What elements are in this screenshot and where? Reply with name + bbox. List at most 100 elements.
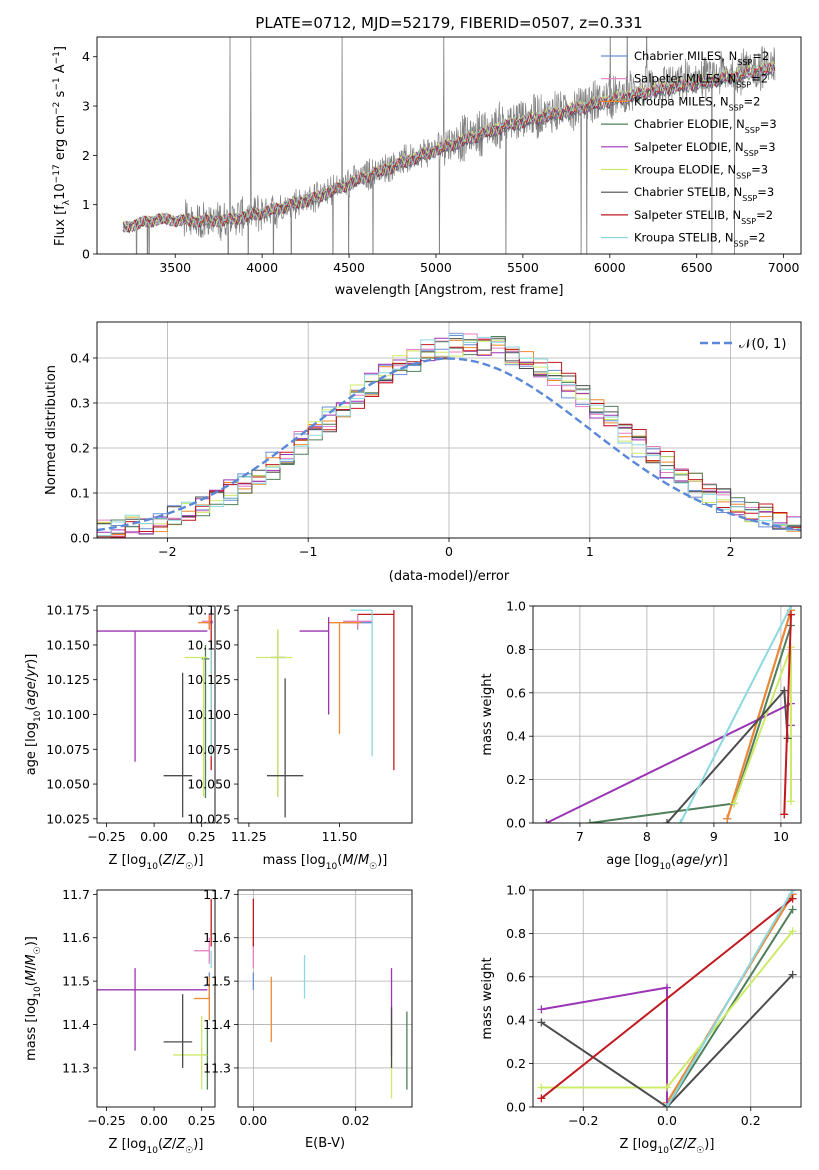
y-tick-label: 1.0 <box>506 599 526 614</box>
x-tick-label: 0.0 <box>657 1113 677 1128</box>
series-marker <box>537 1005 546 1014</box>
x-tick-label: 11.25 <box>231 829 267 844</box>
y-tick-label: 0 <box>82 247 90 262</box>
y-tick-label: 10.100 <box>187 707 231 722</box>
y-tick-label: 0.0 <box>506 1100 526 1115</box>
x-tick-label: 8 <box>643 829 651 844</box>
y-tick-label: 0.6 <box>506 685 526 700</box>
errorbar-point-4 <box>97 968 208 1051</box>
series-marker <box>663 983 671 992</box>
observed-spectrum <box>123 37 776 254</box>
y-tick-label: 10.125 <box>187 672 231 687</box>
legend-label-5: Kroupa ELODIE, NSSP=3 <box>634 163 768 181</box>
errorbar-point-8 <box>350 609 373 757</box>
y-tick-label: 11.5 <box>203 974 231 989</box>
plot-area <box>256 609 395 818</box>
y-tick-label: 10.125 <box>46 672 90 687</box>
x-tick-label: −1 <box>299 544 317 559</box>
errorbar-point-2 <box>328 622 362 734</box>
axes-frame <box>96 889 216 1108</box>
y-axis-label: Normed distribution <box>44 365 59 495</box>
y-tick-label: 11.7 <box>62 887 90 902</box>
series-marker <box>786 797 795 806</box>
x-tick-label: 11.50 <box>322 829 358 844</box>
series-line <box>540 897 794 1100</box>
x-tick-label: 0.00 <box>239 1113 267 1128</box>
plot-area <box>537 890 797 1107</box>
y-tick-label: 10.075 <box>46 742 90 757</box>
x-axis-label: Z [log10(Z/Z☉)] <box>109 853 204 872</box>
x-tick-label: −0.25 <box>87 829 125 844</box>
panel-spectrum: 3500 4000 4500 5000 5500 6000 6500 7000 0 1 2 3 4 Cha… <box>52 36 802 298</box>
x-axis-label: (data-model)/error <box>389 569 510 584</box>
y-tick-label: 11.3 <box>62 1060 90 1075</box>
x-tick-label: −0.2 <box>568 1113 598 1128</box>
legend-label-7: Salpeter STELIB, NSSP=2 <box>634 208 773 226</box>
errorbar-point-2 <box>197 615 210 630</box>
mass-weight-series-7 <box>537 894 797 1103</box>
x-tick-label: 0.25 <box>188 829 216 844</box>
axes-frame <box>237 889 413 1108</box>
x-axis-label: Z [log10(Z/Z☉)] <box>620 1137 715 1156</box>
legend-label-8: Kroupa STELIB, NSSP=2 <box>634 231 765 249</box>
y-tick-label: 10.150 <box>187 637 231 652</box>
y-axis-label: mass weight <box>480 957 495 1039</box>
y-tick-label: 10.150 <box>46 637 90 652</box>
x-tick-label: 4000 <box>246 260 278 275</box>
mass-weight-series-7 <box>780 610 795 819</box>
errorbar-point-7 <box>357 610 395 771</box>
axes-frame <box>96 605 216 824</box>
legend-label-0: Chabrier MILES, NSSP=2 <box>634 49 769 67</box>
legend-label-2: Kroupa MILES, NSSP=2 <box>634 94 760 112</box>
x-tick-label: 3500 <box>159 260 191 275</box>
y-tick-label: 11.4 <box>203 1017 231 1032</box>
series-marker <box>780 810 789 819</box>
series-marker <box>788 970 797 979</box>
legend-normal-label: 𝒩(0, 1) <box>739 337 786 352</box>
series-line <box>679 606 792 823</box>
y-tick-label: 0.4 <box>506 1013 526 1028</box>
model-spectrum-8 <box>122 60 776 233</box>
axes-frame <box>532 889 802 1108</box>
series-marker <box>537 1094 546 1103</box>
errorbar-point-5 <box>173 1015 208 1090</box>
series-marker <box>788 927 797 936</box>
panel-mass_vs_Z: −0.25 0.00 0.25 11.3 11.4 11.5 11.6 11.7 Z [log1… <box>24 887 216 1156</box>
errorbar-point-6 <box>267 678 304 818</box>
y-tick-label: 4 <box>82 49 90 64</box>
y-tick-label: 10.025 <box>46 811 90 826</box>
y-tick-label: 11.6 <box>62 930 90 945</box>
axes-frame <box>96 36 802 255</box>
y-tick-label: 10.175 <box>187 603 231 618</box>
plot-area <box>97 610 214 818</box>
y-tick-label: 2 <box>82 148 90 163</box>
errorbar-point-1 <box>343 614 373 629</box>
x-tick-label: 7000 <box>768 260 800 275</box>
plot-area <box>542 606 795 823</box>
series-marker <box>663 1083 671 1092</box>
y-tick-label: 0.4 <box>506 729 526 744</box>
x-tick-label: 10 <box>773 829 789 844</box>
x-tick-label: 0.2 <box>741 1113 761 1128</box>
series-marker <box>537 1018 546 1027</box>
x-tick-label: 0.00 <box>140 829 168 844</box>
series-marker <box>730 799 738 808</box>
series-marker <box>537 1083 546 1092</box>
panel-massweight_vs_age: 7 8 9 10 0.0 0.2 0.4 0.6 0.8 1.0 age [log10(age/yr… <box>480 599 802 872</box>
x-tick-label: 1 <box>586 544 594 559</box>
legend-label-6: Chabrier STELIB, NSSP=3 <box>634 185 774 203</box>
y-axis-label: Flux [fλ10−17 erg cm−2 s−1 A−1] <box>52 46 72 246</box>
legend-label-1: Salpeter MILES, NSSP=2 <box>634 72 768 90</box>
y-tick-label: 0.2 <box>506 1056 526 1071</box>
plot-area <box>97 898 212 1090</box>
y-tick-label: 0.2 <box>70 441 90 456</box>
y-tick-label: 0.3 <box>70 396 90 411</box>
series-marker <box>542 819 551 823</box>
y-tick-label: 0.0 <box>506 816 526 831</box>
errorbar-point-6 <box>163 672 193 818</box>
errorbar-point-2 <box>194 976 210 1021</box>
errorbar-point-4 <box>299 617 330 715</box>
series-marker <box>786 606 795 610</box>
series-marker <box>786 610 795 619</box>
series-line <box>666 890 794 1107</box>
